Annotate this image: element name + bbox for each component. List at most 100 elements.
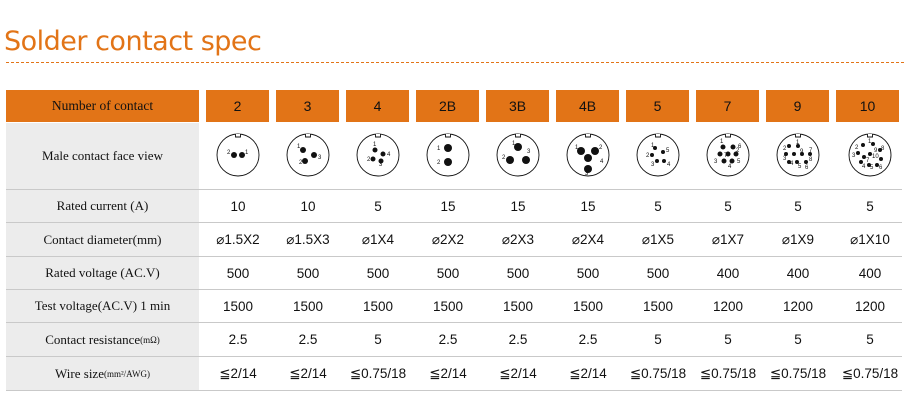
contact-pin bbox=[717, 151, 723, 157]
header-cell-9: 9 bbox=[766, 90, 829, 122]
title-divider bbox=[6, 62, 904, 63]
contact-pin bbox=[729, 158, 735, 164]
contact-face-icon: 1 5 23 4 bbox=[636, 133, 680, 177]
cell-voltage-2: 500 bbox=[366, 265, 390, 281]
cell-voltage-0: 500 bbox=[226, 265, 250, 281]
header-cell-7: 7 bbox=[696, 90, 759, 122]
page-title: Solder contact spec bbox=[4, 26, 262, 57]
contact-pin bbox=[514, 143, 522, 151]
cell-diameter-1: ⌀1.5X3 bbox=[286, 231, 330, 247]
cell-test-6: 1500 bbox=[642, 298, 674, 314]
cell-current-6: 5 bbox=[654, 198, 662, 214]
pin-number-label: 6 bbox=[738, 144, 742, 150]
cell-voltage-5: 500 bbox=[576, 265, 600, 281]
pin-number-label: 1 bbox=[868, 139, 872, 145]
pin-number-label: 2 bbox=[783, 146, 787, 152]
pin-number-label: 3 bbox=[783, 156, 787, 162]
face-outline bbox=[286, 133, 330, 177]
cell-diameter-3: ⌀2X2 bbox=[431, 231, 465, 247]
face-key-notch bbox=[305, 134, 311, 138]
cell-test-4: 1500 bbox=[502, 298, 534, 314]
cell-wire-6: ≦0.75/18 bbox=[629, 365, 687, 381]
pin-number-label: 2 bbox=[227, 150, 231, 156]
row-label-text: Rated current (A) bbox=[56, 198, 149, 213]
cell-wire-4: ≦2/14 bbox=[499, 365, 537, 381]
pin-number-label: 3 bbox=[379, 162, 383, 168]
face-key-notch bbox=[235, 134, 241, 138]
cell-test-2: 1500 bbox=[362, 298, 394, 314]
cell-voltage-1: 500 bbox=[296, 265, 320, 281]
contact-pin bbox=[662, 159, 666, 163]
pin-number-label: 4 bbox=[667, 162, 671, 168]
cell-test-5: 1500 bbox=[572, 298, 604, 314]
contact-face-diagram: 1 4 2 3 bbox=[354, 131, 402, 179]
pin-number-label: 5 bbox=[798, 164, 802, 170]
cell-resistance-5: 2.5 bbox=[578, 332, 598, 347]
row-label-unit: (mΩ) bbox=[140, 334, 160, 345]
face-key-notch bbox=[515, 134, 521, 138]
contact-pin bbox=[787, 144, 791, 148]
face-key-notch bbox=[445, 134, 451, 138]
pin-number-label: 1 bbox=[437, 146, 441, 152]
face-key-notch bbox=[655, 134, 661, 138]
row-label-face: Male contact face view bbox=[6, 123, 199, 190]
pin-number-label: 4 bbox=[862, 164, 866, 170]
face-key-notch bbox=[795, 134, 801, 138]
cell-resistance-3: 2.5 bbox=[438, 332, 458, 347]
contact-face-icon: 12 bbox=[426, 133, 470, 177]
face-key-notch bbox=[585, 134, 591, 138]
cell-test-9: 1200 bbox=[854, 298, 886, 314]
cell-wire-3: ≦2/14 bbox=[429, 365, 467, 381]
contact-pin bbox=[300, 147, 306, 153]
pin-number-label: 8 bbox=[809, 157, 813, 163]
pin-number-label: 5 bbox=[737, 159, 741, 165]
contact-pin bbox=[871, 142, 875, 146]
cell-test-7: 1200 bbox=[712, 298, 744, 314]
cell-current-0: 10 bbox=[230, 198, 246, 214]
cell-wire-9: ≦0.75/18 bbox=[841, 365, 899, 381]
cell-current-1: 10 bbox=[300, 198, 316, 214]
pin-number-label: 1 bbox=[297, 144, 301, 150]
pin-number-label: 3 bbox=[318, 155, 322, 161]
pin-number-label: 1 bbox=[245, 150, 249, 156]
contact-pin bbox=[591, 147, 599, 155]
contact-pin bbox=[506, 156, 514, 164]
contact-pin bbox=[444, 144, 452, 152]
face-outline bbox=[636, 133, 680, 177]
pin-number-label: 9 bbox=[800, 149, 804, 155]
row-label-wire: Wire size (mm²/AWG) bbox=[6, 357, 199, 391]
row-label-text: Test voltage(AC.V) 1 min bbox=[34, 298, 171, 313]
contact-pin bbox=[655, 159, 659, 163]
cell-voltage-6: 500 bbox=[646, 265, 670, 281]
cell-test-8: 1200 bbox=[782, 298, 814, 314]
contact-face-icon: 1 3 2 bbox=[286, 133, 330, 177]
pin-number-label: 7 bbox=[809, 148, 813, 154]
contact-pin bbox=[787, 160, 791, 164]
pin-number-label: 7 bbox=[866, 158, 870, 164]
row-label-text: Male contact face view bbox=[42, 148, 163, 163]
contact-pin bbox=[378, 158, 384, 164]
cell-wire-1: ≦2/14 bbox=[289, 365, 327, 381]
row-label-text: Rated voltage (AC.V) bbox=[45, 265, 160, 280]
cell-resistance-2: 5 bbox=[374, 332, 382, 347]
pin-number-label: 1 bbox=[512, 141, 516, 147]
pin-number-label: 2 bbox=[437, 160, 441, 166]
contact-pin bbox=[859, 160, 863, 164]
header-cell-4: 4 bbox=[346, 90, 409, 122]
cell-test-0: 1500 bbox=[222, 298, 254, 314]
cell-voltage-8: 400 bbox=[786, 265, 810, 281]
cell-wire-7: ≦0.75/18 bbox=[699, 365, 757, 381]
contact-face-icon: 1 4 2 3 bbox=[356, 133, 400, 177]
contact-pin bbox=[795, 160, 799, 164]
pin-number-label: 2 bbox=[502, 155, 506, 161]
contact-pin bbox=[868, 152, 872, 156]
row-label-text: Contact diameter(mm) bbox=[43, 231, 162, 247]
pin-number-label: 10 bbox=[872, 154, 879, 160]
cell-resistance-0: 2.5 bbox=[228, 332, 248, 347]
contact-pin bbox=[311, 152, 317, 158]
pin-number-label: 1 bbox=[720, 139, 724, 145]
contact-pin bbox=[370, 156, 376, 162]
